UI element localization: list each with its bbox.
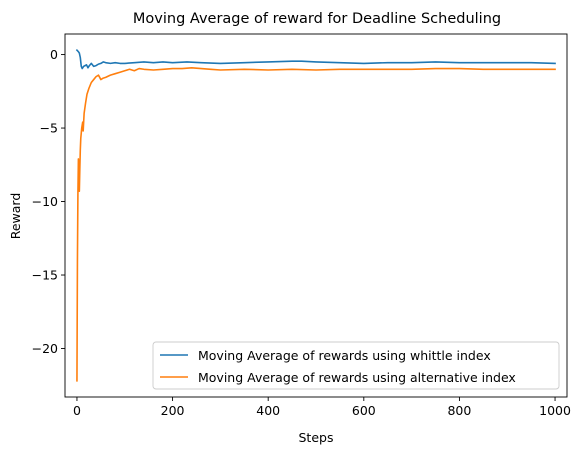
- x-tick-label: 200: [161, 403, 185, 418]
- x-tick-label: 0: [73, 403, 81, 418]
- legend: Moving Average of rewards using whittle …: [152, 341, 560, 390]
- y-tick-label: −5: [40, 121, 58, 136]
- y-axis: 0 −5 −10 −15 −20: [32, 47, 65, 356]
- x-tick-label: 400: [256, 403, 280, 418]
- series-line-0: [75, 49, 556, 70]
- y-axis-label: Reward: [8, 193, 23, 240]
- legend-label-alternative: Moving Average of rewards using alternat…: [198, 370, 516, 385]
- x-tick-label: 600: [352, 403, 376, 418]
- x-tick-label: 800: [447, 403, 471, 418]
- axes-frame: [64, 33, 568, 398]
- legend-label-whittle: Moving Average of rewards using whittle …: [198, 348, 491, 363]
- x-axis-label: Steps: [299, 430, 334, 445]
- chart-title: Moving Average of reward for Deadline Sc…: [133, 11, 501, 27]
- x-tick-label: 1000: [539, 403, 571, 418]
- series-line-1: [76, 67, 556, 382]
- y-tick-label: −15: [32, 268, 58, 283]
- y-tick-label: −20: [32, 341, 58, 356]
- plot-area: [75, 49, 556, 382]
- legend-frame: [152, 341, 560, 390]
- y-tick-label: 0: [50, 47, 58, 62]
- y-tick-label: −10: [32, 194, 58, 209]
- x-axis: 0 200 400 600 800 1000: [73, 397, 571, 418]
